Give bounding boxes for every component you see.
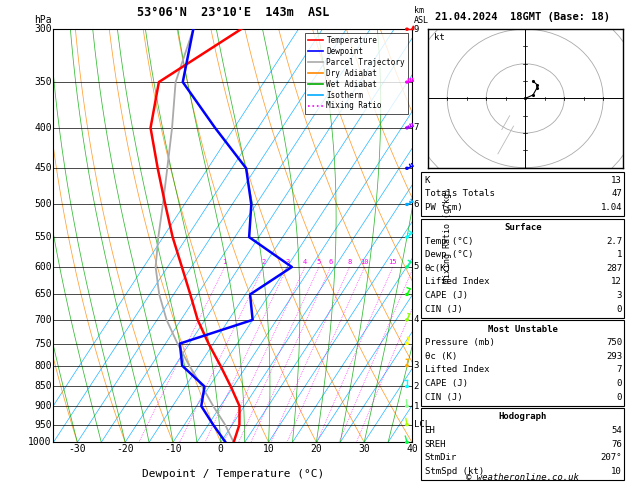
Text: θc(K): θc(K) [425, 264, 452, 273]
Text: CAPE (J): CAPE (J) [425, 291, 467, 300]
Text: 1000: 1000 [28, 437, 52, 447]
Text: 750: 750 [34, 339, 52, 348]
Text: 0: 0 [218, 444, 224, 454]
Text: 0: 0 [616, 305, 622, 313]
Text: 600: 600 [34, 262, 52, 272]
Text: StmSpd (kt): StmSpd (kt) [425, 467, 484, 476]
Text: 53°06'N  23°10'E  143m  ASL: 53°06'N 23°10'E 143m ASL [136, 6, 329, 19]
Text: 1: 1 [223, 259, 227, 264]
Text: 7: 7 [414, 123, 419, 132]
Text: 500: 500 [34, 199, 52, 209]
Text: CAPE (J): CAPE (J) [425, 379, 467, 388]
Text: 12: 12 [611, 278, 622, 286]
Text: Temp (°C): Temp (°C) [425, 237, 473, 245]
Text: 550: 550 [34, 232, 52, 242]
Text: K: K [425, 176, 430, 185]
Text: hPa: hPa [34, 15, 52, 25]
Text: 750: 750 [606, 338, 622, 347]
Text: 7: 7 [616, 365, 622, 374]
Text: 47: 47 [611, 190, 622, 198]
Text: km
ASL: km ASL [414, 6, 429, 25]
Text: 4: 4 [414, 315, 419, 324]
Text: 5: 5 [414, 262, 419, 272]
Text: Mixing Ratio (g/kg): Mixing Ratio (g/kg) [443, 188, 452, 283]
Text: 1: 1 [414, 401, 419, 411]
Text: SREH: SREH [425, 440, 446, 449]
Text: 76: 76 [611, 440, 622, 449]
Text: 13: 13 [611, 176, 622, 185]
Text: 3: 3 [285, 259, 289, 264]
Text: 800: 800 [34, 361, 52, 371]
Text: Dewpoint / Temperature (°C): Dewpoint / Temperature (°C) [142, 469, 324, 479]
Text: 700: 700 [34, 315, 52, 325]
Text: 10: 10 [263, 444, 274, 454]
Text: -10: -10 [164, 444, 182, 454]
Text: PW (cm): PW (cm) [425, 203, 462, 212]
Text: 40: 40 [406, 444, 418, 454]
Text: kt: kt [433, 34, 444, 42]
Text: 950: 950 [34, 419, 52, 430]
Text: 10: 10 [611, 467, 622, 476]
Text: 450: 450 [34, 163, 52, 174]
Text: Surface: Surface [504, 223, 542, 232]
Text: 207°: 207° [601, 453, 622, 462]
Text: 1: 1 [616, 250, 622, 259]
Text: 293: 293 [606, 352, 622, 361]
Text: 0: 0 [616, 393, 622, 401]
Text: -30: -30 [69, 444, 86, 454]
Text: 0: 0 [616, 379, 622, 388]
Text: CIN (J): CIN (J) [425, 393, 462, 401]
Text: CIN (J): CIN (J) [425, 305, 462, 313]
Text: 850: 850 [34, 382, 52, 392]
Text: Hodograph: Hodograph [499, 413, 547, 421]
Text: 2: 2 [414, 382, 419, 391]
Text: θc (K): θc (K) [425, 352, 457, 361]
Text: 6: 6 [414, 200, 419, 209]
Text: © weatheronline.co.uk: © weatheronline.co.uk [465, 473, 579, 482]
Text: 4: 4 [303, 259, 307, 264]
Text: 1.04: 1.04 [601, 203, 622, 212]
Text: 15: 15 [389, 259, 397, 264]
Text: 5: 5 [317, 259, 321, 264]
Text: 10: 10 [360, 259, 369, 264]
Text: Lifted Index: Lifted Index [425, 365, 489, 374]
Text: 3: 3 [616, 291, 622, 300]
Text: 350: 350 [34, 77, 52, 87]
Text: 400: 400 [34, 123, 52, 133]
Text: 9: 9 [414, 25, 419, 34]
Legend: Temperature, Dewpoint, Parcel Trajectory, Dry Adiabat, Wet Adiabat, Isotherm, Mi: Temperature, Dewpoint, Parcel Trajectory… [305, 33, 408, 114]
Text: 287: 287 [606, 264, 622, 273]
Text: 2.7: 2.7 [606, 237, 622, 245]
Text: Most Unstable: Most Unstable [487, 325, 558, 333]
Text: Totals Totals: Totals Totals [425, 190, 494, 198]
Text: 650: 650 [34, 290, 52, 299]
Text: StmDir: StmDir [425, 453, 457, 462]
Text: Lifted Index: Lifted Index [425, 278, 489, 286]
Text: 300: 300 [34, 24, 52, 34]
Text: Dewp (°C): Dewp (°C) [425, 250, 473, 259]
Text: 3: 3 [414, 361, 419, 370]
Text: EH: EH [425, 426, 435, 435]
Text: 20: 20 [311, 444, 322, 454]
Text: LCL: LCL [414, 420, 430, 429]
Text: 54: 54 [611, 426, 622, 435]
Text: 30: 30 [359, 444, 370, 454]
Text: 21.04.2024  18GMT (Base: 18): 21.04.2024 18GMT (Base: 18) [435, 12, 610, 22]
Text: 900: 900 [34, 401, 52, 411]
Text: 2: 2 [261, 259, 265, 264]
Text: 6: 6 [328, 259, 333, 264]
Text: -20: -20 [116, 444, 134, 454]
Text: Pressure (mb): Pressure (mb) [425, 338, 494, 347]
Text: 8: 8 [347, 259, 352, 264]
